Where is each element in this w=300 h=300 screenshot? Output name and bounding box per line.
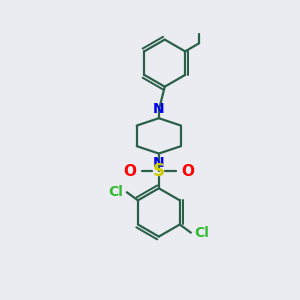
- Text: N: N: [153, 156, 165, 170]
- Text: Cl: Cl: [108, 185, 123, 199]
- Text: O: O: [182, 164, 194, 179]
- Text: O: O: [123, 164, 136, 179]
- Text: N: N: [153, 102, 165, 116]
- Text: Cl: Cl: [194, 226, 209, 240]
- Text: S: S: [153, 162, 165, 180]
